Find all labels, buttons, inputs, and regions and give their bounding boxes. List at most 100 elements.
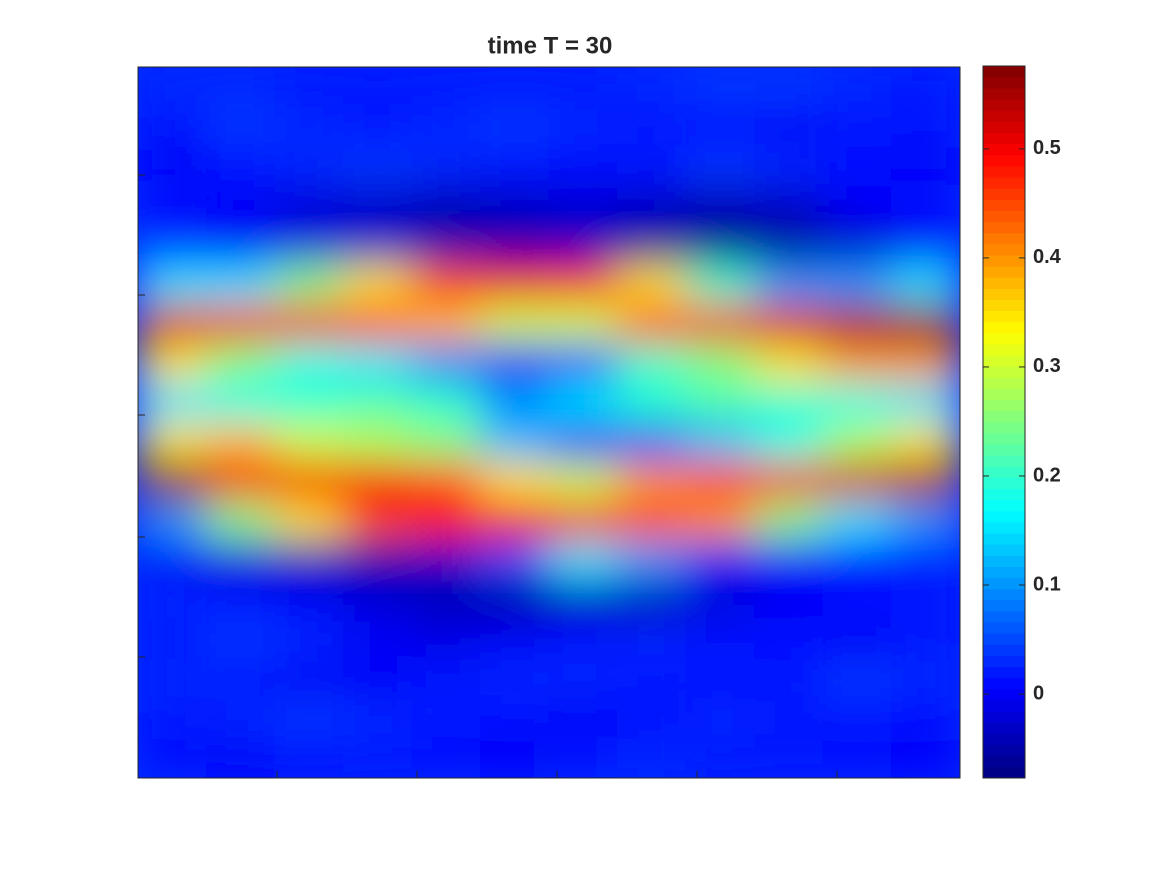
heatmap-cell xyxy=(411,501,481,542)
heatmap-cell xyxy=(754,185,824,226)
colorbar-band xyxy=(983,432,1025,445)
axes-frame xyxy=(137,66,961,779)
colorbar-band xyxy=(983,677,1025,690)
heatmap-cell xyxy=(480,106,550,147)
heatmap-cell xyxy=(685,619,755,660)
heatmap-cell xyxy=(822,619,892,660)
heatmap-cell xyxy=(411,698,481,739)
colorbar-band xyxy=(983,132,1025,145)
colorbar-band xyxy=(983,577,1025,590)
heatmap-cell xyxy=(891,540,960,581)
heatmap-cell xyxy=(274,145,344,186)
colorbar-band xyxy=(983,421,1025,434)
heatmap-cell xyxy=(138,619,207,660)
colorbar-band xyxy=(983,655,1025,668)
plot-area xyxy=(138,67,960,778)
colorbar-band xyxy=(983,143,1025,156)
heatmap-cell xyxy=(891,659,960,700)
colorbar-band xyxy=(983,766,1025,779)
colorbar-band xyxy=(983,332,1025,345)
heatmap-cell xyxy=(206,185,276,226)
heatmap-cell xyxy=(411,264,481,305)
heatmap-cell xyxy=(206,145,276,186)
heatmap-cell xyxy=(685,422,755,463)
colorbar-band xyxy=(983,154,1025,167)
colorbar-band xyxy=(983,210,1025,223)
heatmap-cell xyxy=(891,461,960,502)
colorbar-band xyxy=(983,310,1025,323)
heatmap-cell xyxy=(548,106,618,147)
heatmap-cell xyxy=(891,106,960,147)
heatmap-cell xyxy=(754,659,824,700)
heatmap-cell xyxy=(891,698,960,739)
chart-title: time T = 30 xyxy=(488,32,613,59)
heatmap-cell xyxy=(548,738,618,778)
heatmap-cell xyxy=(754,422,824,463)
colorbar-band xyxy=(983,176,1025,189)
heatmap-cell xyxy=(754,145,824,186)
heatmap-cell xyxy=(548,343,618,384)
heatmap-cell xyxy=(138,580,207,621)
heatmap-cell xyxy=(480,343,550,384)
colorbar-band xyxy=(983,443,1025,456)
heatmap-cell xyxy=(206,382,276,423)
heatmap-cell xyxy=(685,382,755,423)
heatmap-cell xyxy=(274,303,344,344)
colorbar-band xyxy=(983,199,1025,211)
colorbar-band xyxy=(983,265,1025,278)
heatmap-cell xyxy=(138,145,207,186)
colorbar-band xyxy=(983,221,1025,234)
heatmap-cell xyxy=(206,106,276,147)
heatmap-cell xyxy=(411,343,481,384)
colorbar-band xyxy=(983,699,1025,712)
heatmap-cell xyxy=(617,185,687,226)
heatmap-cell xyxy=(343,422,413,463)
heatmap-cell xyxy=(822,303,892,344)
heatmap-cell xyxy=(343,145,413,186)
heatmap-cell xyxy=(411,738,481,778)
heatmap-cell xyxy=(138,67,207,107)
colorbar-band xyxy=(983,532,1025,545)
heatmap-cell xyxy=(274,580,344,621)
heatmap-cell xyxy=(480,659,550,700)
heatmap-cell xyxy=(822,540,892,581)
colorbar-band xyxy=(983,744,1025,757)
heatmap-cell xyxy=(754,382,824,423)
heatmap-cell xyxy=(822,738,892,778)
heatmap-cell xyxy=(617,67,687,107)
heatmap-cell xyxy=(685,343,755,384)
colorbar-band xyxy=(983,65,1025,78)
colorbar-band xyxy=(983,610,1025,623)
colorbar-band xyxy=(983,377,1025,389)
colorbar-band xyxy=(983,488,1025,501)
heatmap-cell xyxy=(685,224,755,265)
heatmap-cell xyxy=(274,382,344,423)
heatmap-cell xyxy=(548,501,618,542)
heatmap-cell xyxy=(891,67,960,107)
heatmap-cell xyxy=(891,422,960,463)
heatmap-cell xyxy=(617,619,687,660)
colorbar: 0 0.1 0.2 0.3 0.4 0.5 xyxy=(982,65,1062,779)
heatmap-cell xyxy=(206,619,276,660)
heatmap-cell xyxy=(685,580,755,621)
colorbar-band xyxy=(983,644,1025,656)
heatmap-cell xyxy=(206,343,276,384)
heatmap-cell xyxy=(138,738,207,778)
heatmap-cell xyxy=(891,580,960,621)
heatmap-cell xyxy=(274,501,344,542)
colorbar-band xyxy=(983,243,1025,256)
heatmap-cell xyxy=(891,738,960,778)
heatmap-cell xyxy=(548,659,618,700)
heatmap-cell xyxy=(617,540,687,581)
colorbar-band xyxy=(983,343,1025,356)
colorbar-band xyxy=(983,544,1025,556)
heatmap-cell xyxy=(138,303,207,344)
heatmap-cell xyxy=(891,382,960,423)
heatmap-cell xyxy=(411,185,481,226)
heatmap-cell xyxy=(206,659,276,700)
colorbar-band xyxy=(983,755,1025,768)
colorbar-band xyxy=(983,710,1025,723)
heatmap-cell xyxy=(480,224,550,265)
heatmap-cell xyxy=(343,738,413,778)
